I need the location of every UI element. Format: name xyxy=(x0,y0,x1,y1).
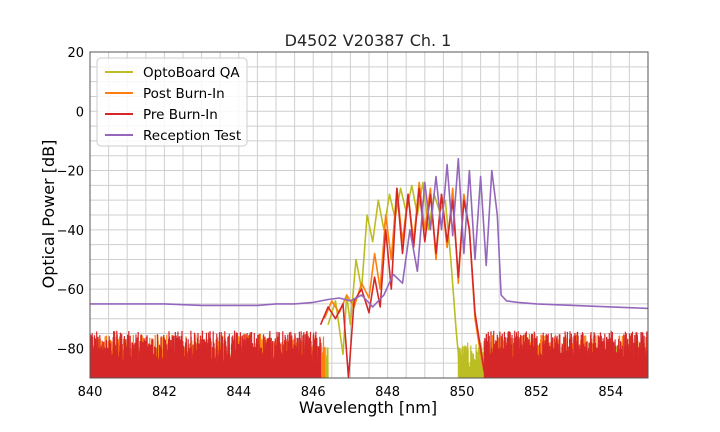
y-tick-label: −40 xyxy=(57,224,84,239)
series-line-3 xyxy=(90,157,648,310)
x-tick-label: 848 xyxy=(375,385,400,400)
series-noise-floor-2 xyxy=(483,330,648,378)
legend-label: Reception Test xyxy=(143,128,241,144)
x-tick-label: 850 xyxy=(450,385,475,400)
x-tick-label: 840 xyxy=(78,385,103,400)
series-line-2 xyxy=(319,187,486,378)
y-tick-label: 0 xyxy=(76,105,84,120)
y-axis-label: Optical Power [dB] xyxy=(39,140,58,289)
x-tick-label: 846 xyxy=(301,385,326,400)
x-tick-label: 844 xyxy=(226,385,251,400)
legend-box xyxy=(96,57,248,147)
x-tick-label: 854 xyxy=(598,385,623,400)
chart-title: D4502 V20387 Ch. 1 xyxy=(285,31,452,50)
plot-area xyxy=(90,157,648,378)
x-tick-label: 842 xyxy=(152,385,177,400)
tick-labels: 840 842 844 846 848 850 852 854 20 0 −20 −40 −60 −80 xyxy=(57,46,624,400)
y-tick-label: −60 xyxy=(57,283,84,298)
legend-label: OptoBoard QA xyxy=(143,65,240,81)
y-tick-label: 20 xyxy=(67,46,84,61)
y-tick-label: −20 xyxy=(57,165,84,180)
series-noise-floor-2 xyxy=(90,330,322,378)
y-tick-label: −80 xyxy=(57,342,84,357)
x-tick-label: 852 xyxy=(524,385,549,400)
plot-frame xyxy=(89,51,649,379)
legend-label: Pre Burn-In xyxy=(143,107,218,123)
x-axis-label: Wavelength [nm] xyxy=(299,398,437,417)
legend: OptoBoard QA Post Burn-In Pre Burn-In Recep… xyxy=(96,57,248,147)
legend-label: Post Burn-In xyxy=(143,86,225,102)
